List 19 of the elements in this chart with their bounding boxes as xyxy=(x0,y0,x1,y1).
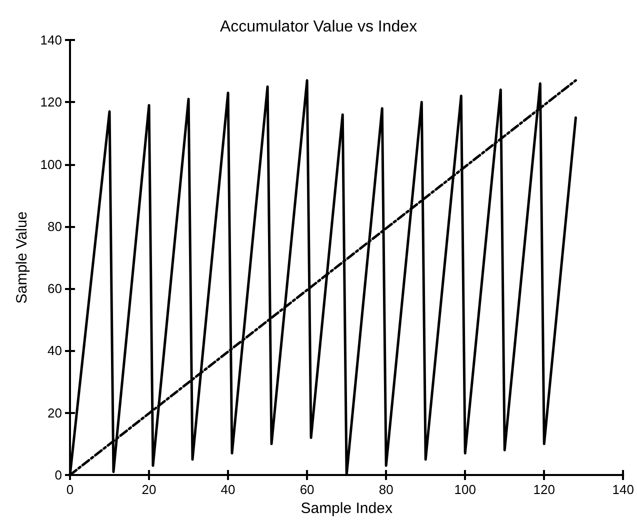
y-tick-label: 140 xyxy=(40,32,62,48)
y-tick-label: 100 xyxy=(40,156,62,172)
x-tick-label: 60 xyxy=(300,482,314,497)
x-tick-label: 80 xyxy=(378,482,394,497)
x-tick-label: 120 xyxy=(533,482,555,497)
y-axis-title: Sample Value xyxy=(13,211,30,304)
x-tick-label: 40 xyxy=(220,482,236,497)
x-axis-title: Sample Index xyxy=(300,500,393,517)
x-tick-label: 100 xyxy=(454,482,476,497)
x-tick-label: 0 xyxy=(66,482,74,497)
x-tick-label: 20 xyxy=(142,482,156,497)
x-tick-label: 140 xyxy=(612,482,634,497)
y-tick-label: 40 xyxy=(48,343,62,358)
y-tick-label: 80 xyxy=(48,218,62,234)
y-tick-label: 0 xyxy=(54,468,62,482)
chart-title: Accumulator Value vs Index xyxy=(220,18,418,36)
y-tick-label: 60 xyxy=(48,281,62,296)
y-tick-label: 120 xyxy=(40,94,62,110)
y-tick-label: 20 xyxy=(48,405,62,420)
